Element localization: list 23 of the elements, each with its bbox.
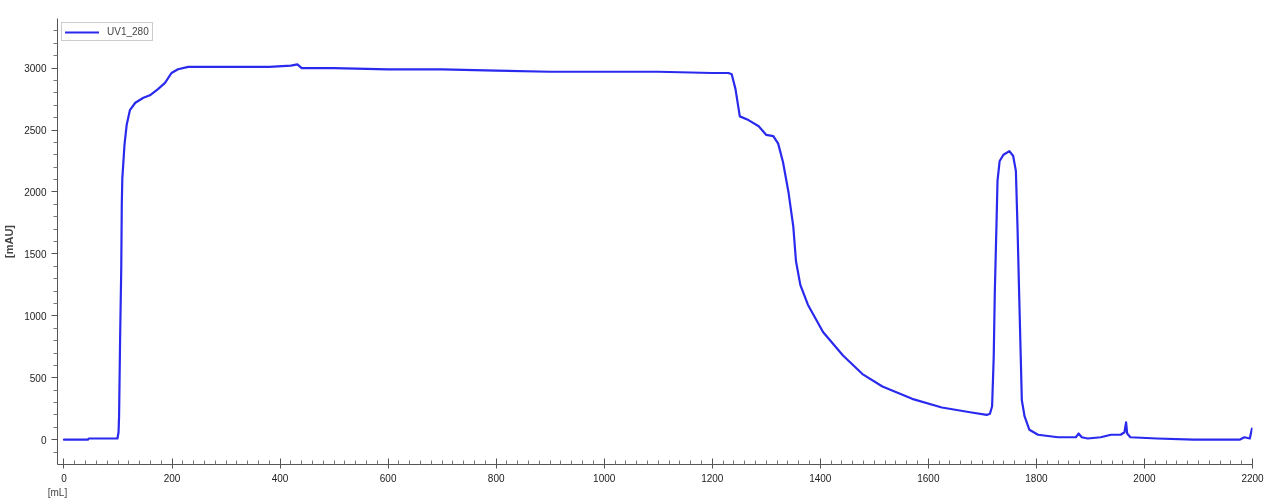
x-tick-label: 1200 bbox=[701, 472, 724, 484]
x-tick-label: 1600 bbox=[917, 472, 940, 484]
y-tick-label: 3000 bbox=[24, 63, 47, 75]
x-tick-label: 0 bbox=[61, 472, 68, 484]
x-tick-label: 2000 bbox=[1133, 472, 1157, 484]
legend-label: UV1_280 bbox=[107, 26, 149, 37]
line-series bbox=[62, 63, 1253, 441]
y-tick-label: 500 bbox=[29, 372, 47, 384]
x-tick-label: 400 bbox=[271, 472, 289, 484]
x-tick-label: 1800 bbox=[1025, 472, 1048, 484]
y-tick-label: 2500 bbox=[24, 125, 47, 136]
x-tick-label: 2200 bbox=[1241, 472, 1265, 484]
y-tick-label: 0 bbox=[40, 434, 47, 446]
x-tick-label: 800 bbox=[487, 472, 505, 484]
y-tick-label: 2000 bbox=[24, 186, 47, 198]
x-tick-label: 600 bbox=[379, 472, 397, 484]
y-tick-label: 1000 bbox=[24, 310, 47, 322]
x-tick-label: 1400 bbox=[809, 472, 832, 484]
x-tick-label: 1000 bbox=[593, 472, 616, 484]
y-tick-label: 1500 bbox=[24, 248, 47, 260]
x-axis-title: [mL] bbox=[47, 486, 68, 498]
x-tick-label: 200 bbox=[163, 472, 181, 484]
y-axis-title: [mAU] bbox=[3, 224, 16, 258]
